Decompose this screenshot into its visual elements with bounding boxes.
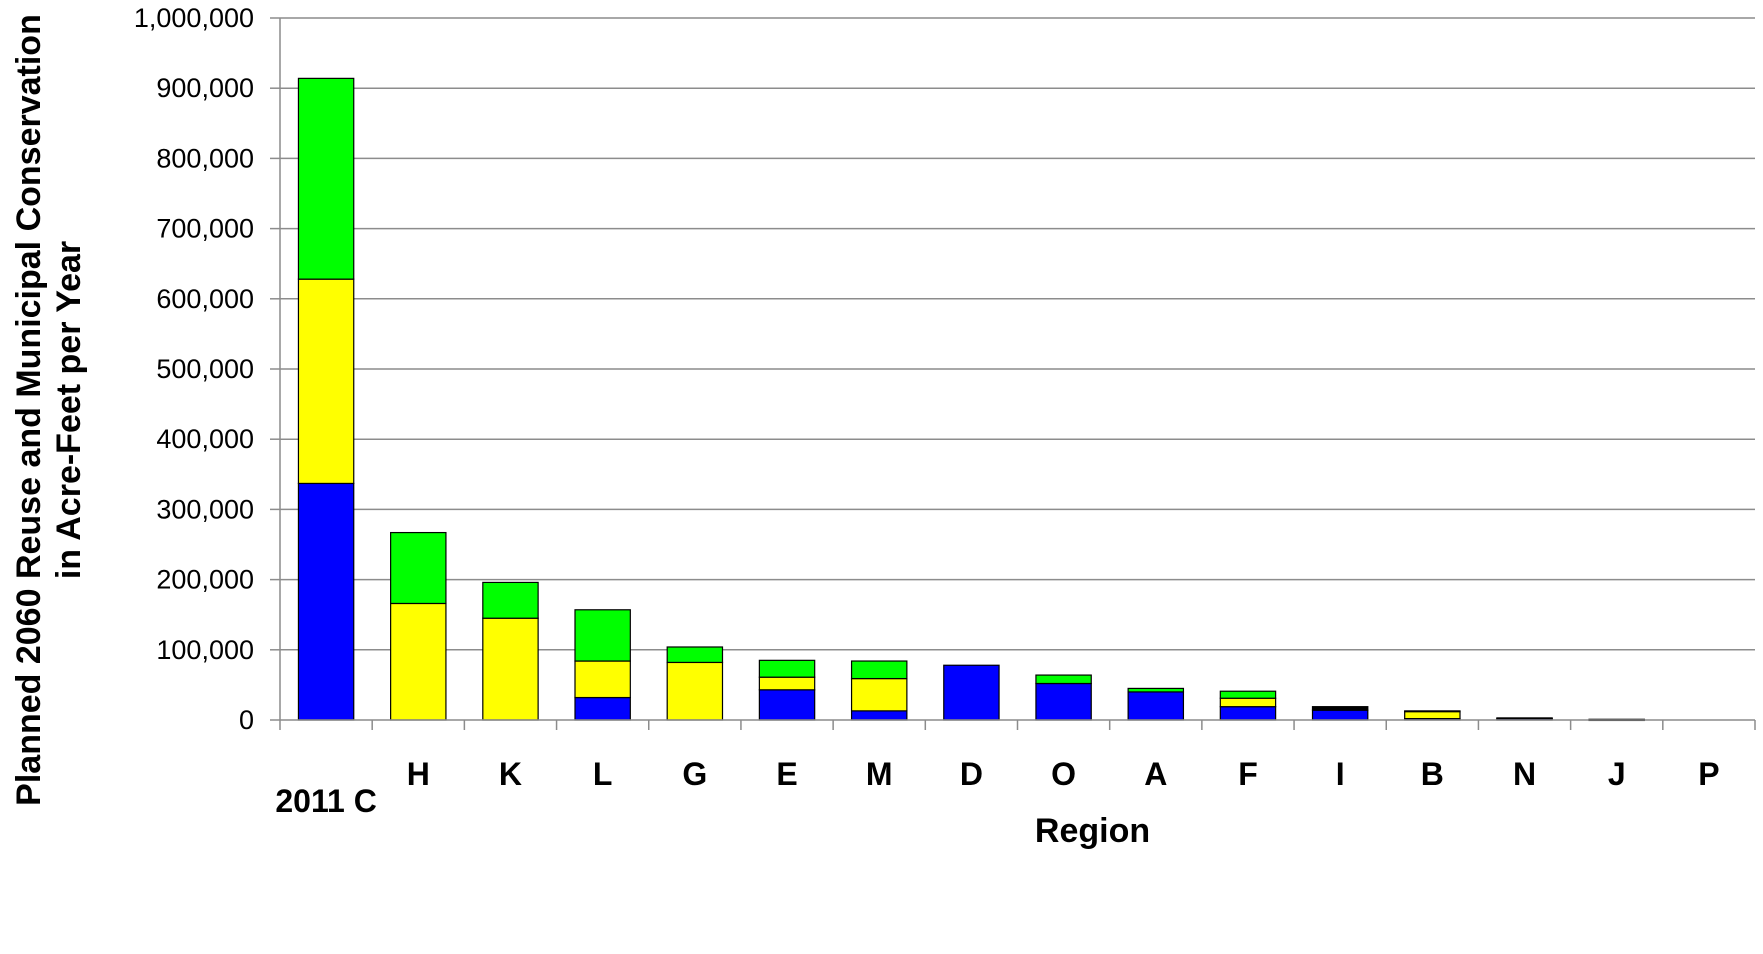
bar-segment: [850, 710, 908, 721]
bar-segment: [758, 676, 816, 691]
bar-segment: [758, 659, 816, 678]
bar-segment: [1127, 687, 1185, 693]
y-tick-label: 600,000: [156, 284, 254, 314]
x-category-label: P: [1698, 756, 1719, 792]
y-tick-label: 400,000: [156, 424, 254, 454]
y-tick-label: 1,000,000: [134, 3, 254, 33]
y-tick-label: 0: [239, 705, 254, 735]
bar-segment: [390, 531, 447, 605]
x-category-label: H: [407, 756, 430, 792]
bar-segment: [297, 482, 355, 721]
bar-segment: [1311, 709, 1369, 721]
gridlines: [280, 17, 1755, 651]
bar-segment: [297, 278, 355, 485]
y-tick-label: 200,000: [156, 565, 254, 595]
bar-segment: [666, 661, 724, 721]
x-category-label: D: [960, 756, 983, 792]
y-axis-title-line-1: Planned 2060 Reuse and Municipal Conserv…: [10, 14, 48, 806]
bar-segment: [574, 609, 631, 662]
y-tick-label: 900,000: [156, 73, 254, 103]
x-category-label: E: [776, 756, 797, 792]
bar-segment: [1404, 710, 1461, 720]
x-category-label: L: [593, 756, 613, 792]
x-category-label: M: [866, 756, 893, 792]
bar-segment: [850, 677, 908, 712]
bar-segment: [850, 660, 908, 680]
bar-segment: [297, 77, 355, 280]
y-tick-label: 700,000: [156, 214, 254, 244]
x-category-label: I: [1336, 756, 1345, 792]
bar-segment: [574, 660, 631, 699]
x-category-label: 2011 C: [275, 783, 376, 819]
y-tick-label: 800,000: [156, 143, 254, 173]
bar-segment: [1219, 697, 1277, 708]
bar-segment: [666, 646, 724, 664]
bar-segment: [574, 696, 631, 721]
x-category-label: B: [1421, 756, 1444, 792]
x-axis-title: Region: [1035, 812, 1150, 850]
x-category-label: N: [1513, 756, 1536, 792]
y-axis-title-line-2: in Acre-Feet per Year: [50, 241, 88, 579]
bar-segment: [943, 664, 1000, 721]
bars: [297, 77, 1645, 722]
bar-segment: [482, 581, 539, 619]
x-category-label: F: [1238, 756, 1258, 792]
bar-segment: [482, 617, 539, 721]
bar-segment: [1496, 717, 1553, 720]
bar-segment: [1404, 710, 1461, 713]
bar-segment: [1219, 706, 1277, 721]
bar-segment: [758, 689, 816, 721]
bar-segment: [1035, 674, 1092, 685]
y-tick-labels: 0 100,000 200,000 300,000 400,000 500,000 600,…: [134, 3, 254, 735]
x-category-label: G: [682, 756, 707, 792]
bar-segment: [1219, 690, 1277, 699]
bar-segment: [1035, 682, 1092, 721]
x-category-label: J: [1608, 756, 1626, 792]
y-tick-label: 300,000: [156, 494, 254, 524]
bar-segment: [1311, 706, 1369, 711]
bar-segment: [1127, 691, 1185, 721]
x-category-labels: 2011 C H K L G E M D O A F I B N J P: [275, 756, 1719, 819]
x-category-label: A: [1144, 756, 1167, 792]
y-tick-label: 500,000: [156, 354, 254, 384]
x-category-label: O: [1051, 756, 1076, 792]
y-tick-label: 100,000: [156, 635, 254, 665]
bar-segment: [390, 602, 447, 721]
x-category-label: K: [499, 756, 522, 792]
axes: [270, 17, 1756, 730]
